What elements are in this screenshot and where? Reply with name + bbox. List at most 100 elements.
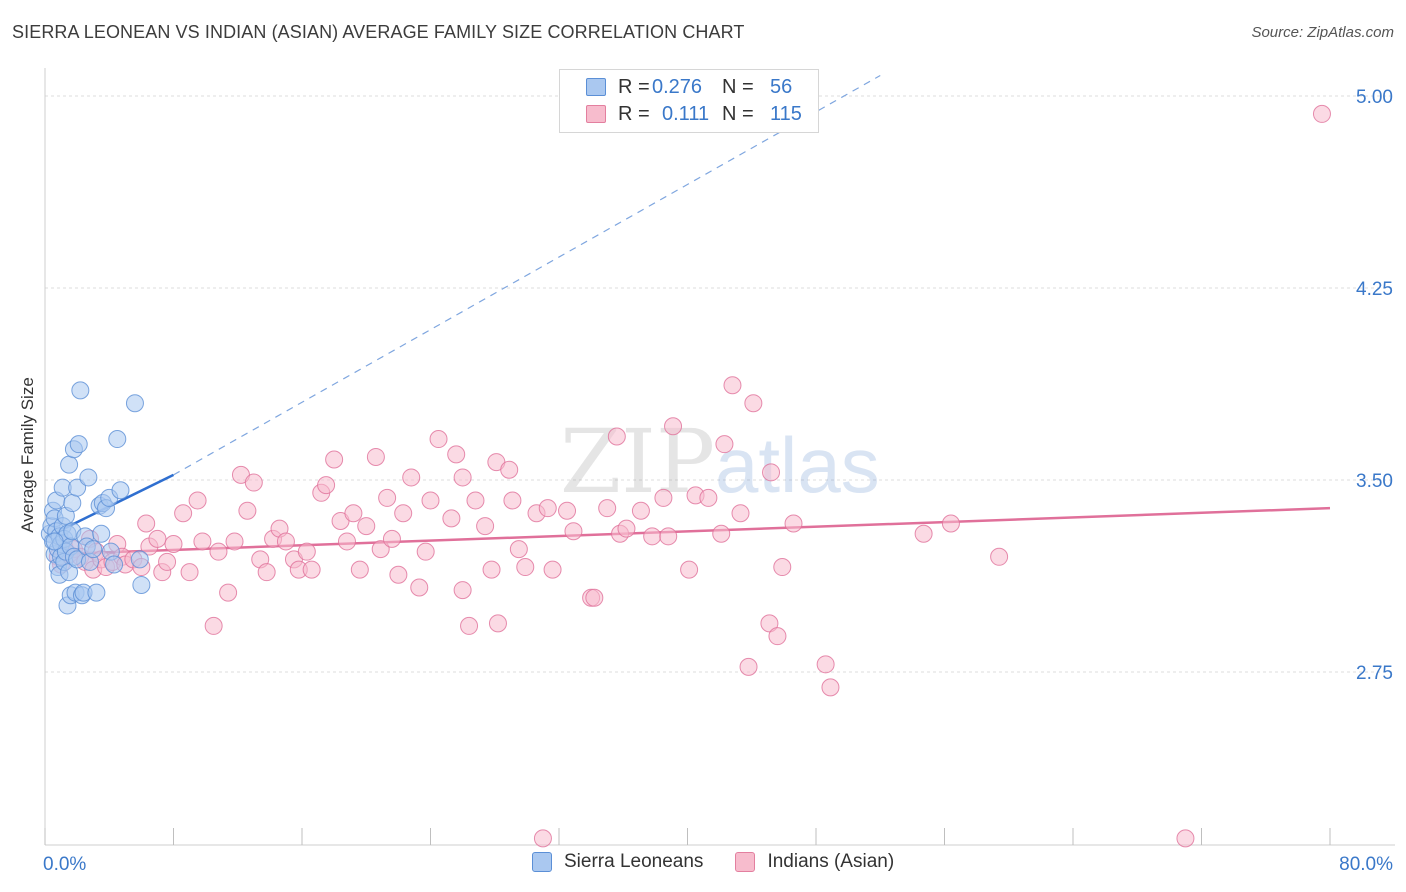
point-sierra-leonean: [105, 555, 124, 574]
point-sierra-leonean: [68, 478, 87, 497]
point-indian-asian: [257, 563, 276, 582]
grid-lines: [45, 95, 1395, 673]
point-indian-asian: [394, 504, 413, 523]
point-indian-asian: [442, 509, 461, 528]
point-indian-asian: [654, 488, 673, 507]
legend-swatch-blue: [586, 78, 606, 96]
legend-r-label: R =: [618, 75, 650, 98]
point-indian-asian: [460, 616, 479, 635]
point-indian-asian: [598, 499, 617, 518]
point-indian-asian: [421, 491, 440, 510]
point-indian-asian: [516, 558, 535, 577]
legend-n-value: 56: [770, 75, 793, 98]
point-indian-asian: [1312, 104, 1331, 123]
point-indian-asian: [558, 501, 577, 520]
point-indian-asian: [402, 468, 421, 487]
point-indian-asian: [821, 678, 840, 697]
x-tick-label: 0.0%: [43, 854, 86, 875]
legend-swatch-pink: [735, 852, 756, 872]
point-indian-asian: [699, 488, 718, 507]
point-indian-asian: [503, 491, 522, 510]
point-indian-asian: [533, 829, 552, 848]
point-indian-asian: [158, 552, 177, 571]
point-indian-asian: [302, 560, 321, 579]
legend-swatch-blue: [532, 852, 552, 872]
point-sierra-leonean: [71, 381, 90, 400]
point-sierra-leonean: [63, 494, 82, 513]
point-indian-asian: [476, 517, 495, 536]
point-indian-asian: [509, 540, 528, 559]
point-indian-asian: [543, 560, 562, 579]
x-tick-label: 80.0%: [1339, 854, 1393, 875]
watermark: ZIP atlas: [560, 410, 880, 513]
legend-row-indians-asian: R = 0.111 N = 115: [560, 101, 802, 127]
point-indian-asian: [643, 527, 662, 546]
point-sierra-leonean: [108, 430, 127, 449]
point-sierra-leonean: [130, 550, 149, 569]
point-indian-asian: [193, 532, 212, 551]
legend-r-label: R =: [618, 102, 650, 125]
point-indian-asian: [344, 504, 363, 523]
point-indian-asian: [784, 514, 803, 533]
point-indian-asian: [453, 468, 472, 487]
point-sierra-leonean: [84, 540, 103, 559]
point-sierra-leonean: [111, 481, 130, 500]
trend-line-indians-asian: [52, 506, 1331, 556]
point-indian-asian: [337, 532, 356, 551]
point-indian-asian: [382, 529, 401, 548]
point-indian-asian: [914, 524, 933, 543]
point-indian-asian: [297, 542, 316, 561]
legend-item-sierra-leoneans[interactable]: Sierra Leoneans: [532, 851, 703, 873]
point-indian-asian: [389, 565, 408, 584]
legend-item-indians-asian[interactable]: Indians (Asian): [735, 851, 894, 873]
point-indian-asian: [990, 547, 1009, 566]
legend-label: Indians (Asian): [767, 851, 895, 872]
point-indian-asian: [453, 581, 472, 600]
point-sierra-leonean: [125, 394, 144, 413]
point-indian-asian: [416, 542, 435, 561]
point-indian-asian: [723, 376, 742, 395]
legend-label: Sierra Leoneans: [564, 851, 704, 872]
legend-swatch-pink: [586, 105, 606, 123]
point-indian-asian: [664, 417, 683, 436]
point-indian-asian: [410, 578, 429, 597]
point-indian-asian: [371, 540, 390, 559]
point-indian-asian: [680, 560, 699, 579]
legend-row-sierra-leoneans: R = 0.276 N = 56: [560, 74, 792, 100]
point-sierra-leonean: [79, 468, 98, 487]
series-legend: Sierra Leoneans Indians (Asian): [532, 851, 926, 873]
point-indian-asian: [607, 427, 626, 446]
point-indian-asian: [466, 491, 485, 510]
watermark-atlas: atlas: [715, 421, 880, 509]
point-indian-asian: [238, 501, 257, 520]
point-indian-asian: [816, 655, 835, 674]
point-indian-asian: [350, 560, 369, 579]
stats-legend: R = 0.276 N = 56 R = 0.111 N = 115: [559, 69, 819, 133]
point-indian-asian: [941, 514, 960, 533]
legend-n-label: N =: [722, 102, 754, 125]
point-indian-asian: [500, 460, 519, 479]
data-points: [40, 104, 1331, 848]
point-indian-asian: [715, 435, 734, 454]
point-indian-asian: [1176, 829, 1195, 848]
tick-labels: 2.75 3.50 4.25 5.00 0.0% 80.0%: [43, 87, 1393, 875]
point-indian-asian: [447, 445, 466, 464]
point-indian-asian: [378, 488, 397, 507]
point-indian-asian: [564, 522, 583, 541]
legend-r-value: 0.276: [652, 75, 703, 98]
legend-r-value: 0.111: [662, 102, 710, 125]
point-indian-asian: [244, 473, 263, 492]
point-indian-asian: [429, 430, 448, 449]
point-sierra-leonean: [92, 524, 111, 543]
point-indian-asian: [659, 527, 678, 546]
point-indian-asian: [148, 529, 167, 548]
point-indian-asian: [760, 614, 779, 633]
point-indian-asian: [357, 517, 376, 536]
y-axis-label: Average Family Size: [18, 377, 37, 533]
point-indian-asian: [731, 504, 750, 523]
point-indian-asian: [317, 476, 336, 495]
point-indian-asian: [219, 583, 238, 602]
point-indian-asian: [617, 519, 636, 538]
point-sierra-leonean: [69, 435, 88, 454]
